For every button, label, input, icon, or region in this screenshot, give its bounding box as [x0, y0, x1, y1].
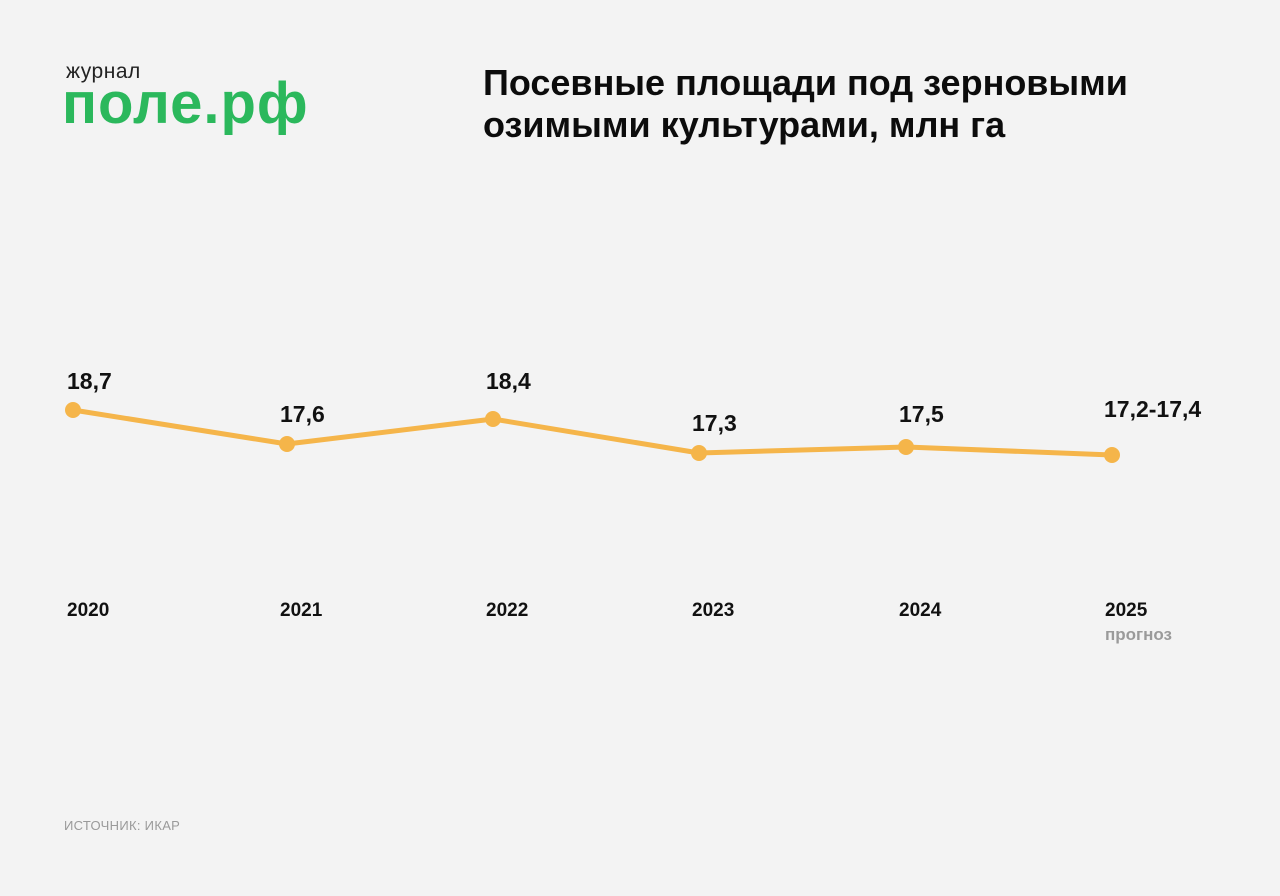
value-label-2020: 18,7 [67, 368, 112, 394]
x-tick-2023: 2023 [692, 600, 735, 621]
value-label-2023: 17,3 [692, 410, 737, 436]
data-point-2024 [898, 439, 914, 455]
logo-journal-label: журнал [66, 60, 141, 83]
forecast-note: прогноз [1105, 625, 1172, 644]
chart-title: Посевные площади под зерновыми озимыми к… [483, 62, 1128, 145]
source-note: ИСТОЧНИК: ИКАР [64, 818, 181, 833]
logo-brand: поле.рф [62, 71, 309, 136]
x-tick-2022: 2022 [486, 600, 529, 621]
data-point-2020 [65, 402, 81, 418]
value-label-2024: 17,5 [899, 401, 944, 427]
data-point-2025 [1104, 447, 1120, 463]
x-tick-2025: 2025 [1105, 600, 1148, 621]
value-label-2022: 18,4 [486, 368, 531, 394]
value-label-2021: 17,6 [280, 401, 325, 427]
x-tick-2024: 2024 [899, 600, 942, 621]
value-label-2025: 17,2-17,4 [1104, 396, 1202, 422]
data-point-2021 [279, 436, 295, 452]
x-tick-2020: 2020 [67, 600, 110, 621]
data-point-2023 [691, 445, 707, 461]
x-tick-2021: 2021 [280, 600, 323, 621]
data-point-2022 [485, 411, 501, 427]
data-line [70, 407, 1115, 458]
